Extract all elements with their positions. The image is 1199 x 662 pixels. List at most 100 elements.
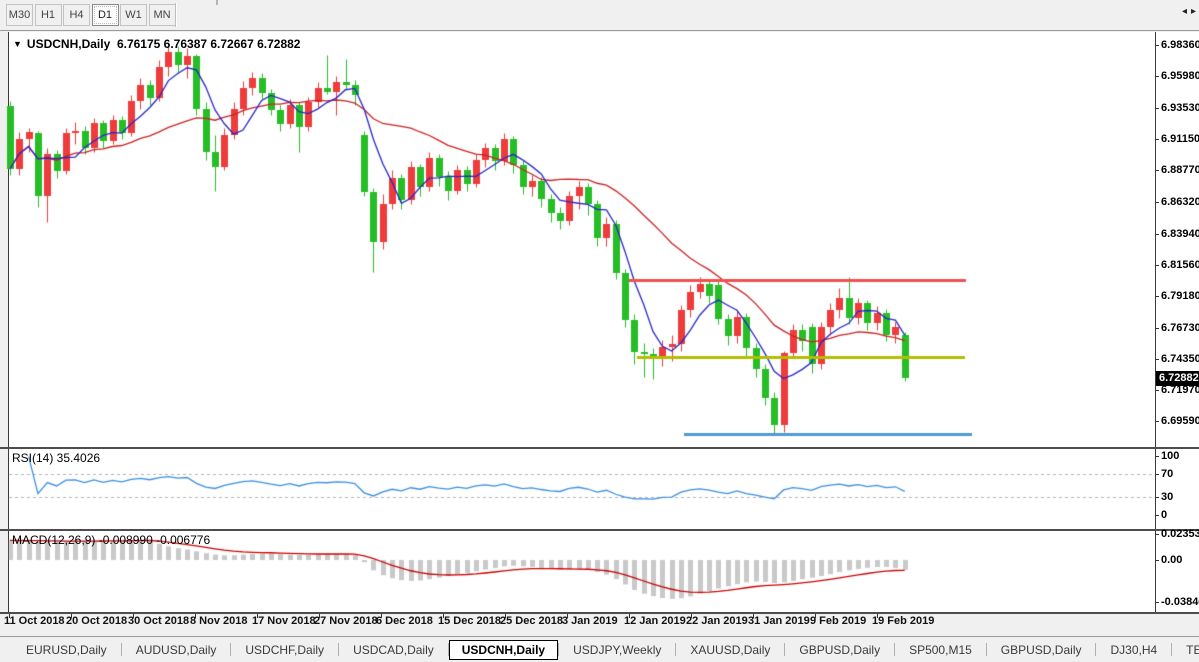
tab-scroll-arrows: ◂ ▸	[1173, 6, 1196, 17]
current-price-badge: 6.72882	[1156, 370, 1199, 386]
date-axis-tick	[257, 614, 258, 618]
date-axis-tick	[195, 614, 196, 618]
tab-separator	[558, 643, 560, 656]
tab-separator	[338, 643, 340, 656]
chart-title-ohlc: 6.76175 6.76387 6.72667 6.72882	[116, 37, 301, 51]
date-axis-tick	[629, 614, 630, 618]
macd-scale-label: -0.038466	[1161, 595, 1199, 608]
rsi-indicator-label: RSI(14) 35.4026	[12, 451, 101, 465]
date-axis-label: 15 Dec 2018	[438, 615, 501, 627]
chart-tab-gbpusd-daily[interactable]: GBPUSD,Daily	[1000, 642, 1082, 657]
price-axis-tick	[1155, 202, 1159, 204]
macd-scale-tick	[1155, 601, 1159, 603]
chart-tab-usdjpy-weekly[interactable]: USDJPY,Weekly	[573, 642, 662, 657]
price-axis-label: 6.88770	[1161, 164, 1199, 177]
chart-tab-dj30-h4[interactable]: DJ30,H4	[1110, 642, 1158, 657]
date-axis-label: 3 Jan 2019	[562, 615, 618, 627]
price-axis-label: 6.93530	[1161, 102, 1199, 115]
date-axis-tick	[133, 614, 134, 618]
tab-scroll-left-icon[interactable]: ◂	[1181, 6, 1187, 17]
price-axis-label: 6.79180	[1161, 289, 1199, 302]
tab-scroll-right-icon[interactable]: ▸	[1190, 6, 1196, 17]
macd-scale-label: 0.023534	[1161, 528, 1199, 541]
rsi-scale-tick	[1155, 515, 1159, 516]
date-axis-label: 12 Jan 2019	[624, 615, 686, 627]
rsi-scale-tick	[1155, 456, 1159, 457]
price-axis-tick	[1155, 170, 1159, 172]
date-axis-tick	[691, 614, 692, 618]
tab-separator	[230, 643, 232, 656]
price-axis-tick	[1155, 390, 1159, 392]
price-axis-tick	[1155, 327, 1159, 329]
price-axis-tick	[1155, 359, 1159, 361]
date-axis-tick	[505, 614, 506, 618]
date-axis-tick	[567, 614, 568, 618]
price-axis-tick	[1155, 421, 1159, 423]
date-axis-label: 31 Jan 2019	[748, 615, 810, 627]
chevron-down-icon[interactable]: ▼	[13, 39, 22, 49]
chart-title-symbol: USDCNH,Daily	[26, 37, 111, 51]
chart-tab-tech100[interactable]: TECH100	[1186, 642, 1199, 657]
price-axis-label: 6.71970	[1161, 384, 1199, 397]
date-axis-label: 27 Nov 2018	[314, 615, 378, 627]
price-axis-label: 6.81560	[1161, 258, 1199, 271]
date-axis-label: 19 Feb 2019	[872, 615, 935, 627]
chart-tab-eurusd-daily[interactable]: EURUSD,Daily	[26, 642, 107, 657]
date-axis-label: 11 Oct 2018	[4, 615, 65, 627]
rsi-scale-label: 100	[1161, 450, 1180, 462]
price-axis-label: 6.91150	[1161, 133, 1199, 146]
date-axis-label: 6 Dec 2018	[376, 615, 433, 627]
rsi-scale-tick	[1155, 473, 1159, 475]
chart-tab-usdcad-daily[interactable]: USDCAD,Daily	[353, 642, 434, 657]
chart-tab-usdchf-daily[interactable]: USDCHF,Daily	[245, 642, 325, 657]
date-axis-label: 8 Nov 2018	[190, 615, 248, 627]
tab-separator	[120, 643, 122, 656]
date-axis-tick	[753, 614, 754, 618]
date-axis-tick	[443, 614, 444, 618]
price-axis-tick	[1155, 108, 1159, 110]
date-axis-tick	[319, 614, 320, 618]
chart-tab-sp500-m15[interactable]: SP500,M15	[909, 642, 972, 657]
date-axis-label: 17 Nov 2018	[252, 615, 316, 627]
price-axis-tick	[1155, 76, 1159, 78]
tab-separator	[447, 643, 449, 656]
price-axis-label: 6.76730	[1161, 321, 1199, 334]
macd-scale-label: 0.00	[1161, 554, 1183, 566]
chart-tab-gbpusd-daily[interactable]: GBPUSD,Daily	[799, 642, 881, 657]
tab-separator	[985, 643, 987, 656]
macd-indicator-label: MACD(12,26,9) -0.008990 -0.006776	[12, 533, 211, 547]
price-axis-label: 6.98360	[1161, 39, 1199, 51]
date-axis-tick	[381, 614, 382, 618]
price-axis-label: 6.95980	[1161, 70, 1199, 83]
tab-separator	[675, 643, 677, 656]
price-axis-tick	[1155, 45, 1159, 46]
symbol-tab-bar: EURUSD,Daily AUDUSD,Daily USDCHF,Daily USDC…	[0, 636, 1199, 662]
date-axis-label: 30 Oct 2018	[128, 615, 190, 627]
rsi-scale-label: 30	[1161, 491, 1174, 504]
rsi-scale-label: 0	[1161, 509, 1168, 521]
price-axis-tick	[1155, 295, 1159, 297]
chart-tab-usdcnh-daily[interactable]: USDCNH,Daily	[448, 639, 559, 660]
chart-tab-xauusd-daily[interactable]: XAUUSD,Daily	[690, 642, 771, 657]
chart-tab-audusd-daily[interactable]: AUDUSD,Daily	[135, 642, 217, 657]
date-axis-tick	[71, 614, 72, 618]
date-axis-label: 20 Oct 2018	[66, 615, 128, 627]
tab-separator	[894, 643, 896, 656]
tab-separator	[1171, 643, 1173, 656]
macd-scale-tick	[1155, 560, 1159, 561]
date-axis-tick	[877, 614, 878, 618]
date-axis-label: 9 Feb 2019	[810, 615, 867, 627]
date-axis-tick	[815, 614, 816, 618]
chart-title: ▼ USDCNH,Daily 6.76175 6.76387 6.72667 6.…	[13, 37, 300, 51]
tab-separator	[784, 643, 786, 656]
macd-scale-tick	[1155, 534, 1159, 536]
price-axis-label: 6.69590	[1161, 415, 1199, 428]
price-axis-label: 6.86320	[1161, 196, 1199, 209]
price-axis-tick	[1155, 233, 1159, 235]
date-axis-label: 25 Dec 2018	[500, 615, 563, 627]
date-axis-tick	[9, 614, 10, 618]
date-axis-label: 22 Jan 2019	[686, 615, 748, 627]
tab-separator	[1095, 643, 1097, 656]
